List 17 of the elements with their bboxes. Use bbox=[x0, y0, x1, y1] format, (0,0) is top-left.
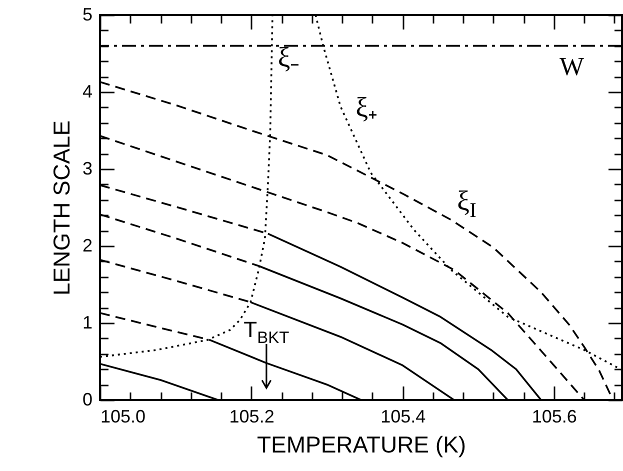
x-tick-label: 105.6 bbox=[532, 406, 577, 426]
annotation: ξ$_{I}$ bbox=[457, 186, 477, 222]
y-tick-label: 4 bbox=[82, 82, 92, 102]
annotation: ξ₊ bbox=[356, 92, 378, 124]
ref-line-label: W bbox=[559, 52, 584, 81]
y-axis-title: LENGTH SCALE bbox=[48, 120, 74, 296]
y-tick-label: 0 bbox=[82, 390, 92, 410]
y-tick-label: 5 bbox=[82, 4, 92, 24]
y-tick-label: 1 bbox=[82, 312, 92, 332]
annotation: ξ₋ bbox=[278, 42, 300, 74]
y-tick-label: 3 bbox=[82, 158, 92, 178]
annotation: T$_{BKT}$ bbox=[244, 317, 290, 347]
x-axis-title: TEMPERATURE (K) bbox=[256, 432, 466, 458]
x-tick-label: 105.4 bbox=[380, 406, 426, 426]
x-tick-label: 105.0 bbox=[100, 406, 146, 426]
y-tick-label: 2 bbox=[82, 236, 92, 256]
x-tick-label: 105.2 bbox=[229, 406, 274, 426]
